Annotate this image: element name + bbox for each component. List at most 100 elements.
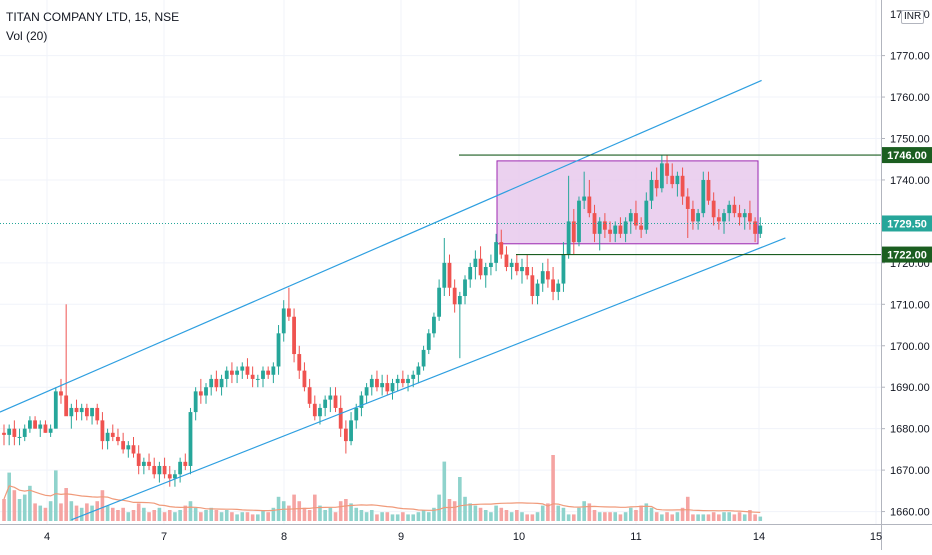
volume-indicator-label[interactable]: Vol (20)	[6, 29, 48, 43]
candle-body	[685, 196, 690, 209]
volume-bar	[385, 512, 390, 521]
volume-bar	[85, 503, 89, 521]
volume-bar	[660, 514, 664, 521]
candle-body	[12, 428, 17, 437]
volume-bar	[437, 494, 441, 521]
candle-body	[442, 262, 447, 288]
volume-bar	[509, 512, 514, 521]
candle-body	[390, 383, 395, 392]
volume-bar	[463, 496, 467, 521]
volume-bar	[597, 512, 602, 521]
candle-body	[318, 407, 322, 417]
time-axis-bg	[0, 524, 932, 550]
volume-bar	[753, 514, 757, 521]
volume-bar	[142, 507, 146, 521]
price-tick-label: 1760.00	[890, 92, 930, 104]
volume-bar	[162, 512, 167, 521]
volume-bar	[401, 512, 405, 521]
candle-body	[250, 374, 255, 379]
candle-body	[33, 420, 37, 429]
price-tick-label: 1710.00	[890, 299, 930, 311]
candle-body	[582, 196, 587, 201]
candle-body	[514, 262, 519, 272]
volume-bar	[572, 514, 576, 521]
volume-bar	[618, 514, 623, 521]
volume-bar	[691, 514, 695, 521]
volume-bar	[12, 490, 17, 521]
volume-bar	[670, 514, 675, 521]
volume-bar	[105, 505, 110, 521]
volume-bar	[639, 505, 643, 521]
volume-bar	[245, 512, 250, 521]
candle-body	[349, 420, 353, 442]
volume-bar	[364, 512, 369, 521]
volume-bar	[359, 510, 364, 521]
candle-body	[411, 374, 416, 379]
candle-body	[665, 163, 669, 176]
volume-bar	[261, 510, 265, 521]
candle-body	[53, 391, 58, 429]
volume-bar	[582, 501, 586, 521]
channel-lower-line	[71, 237, 786, 521]
volume-bar	[157, 507, 162, 521]
candle-body	[38, 424, 43, 429]
candle-body	[204, 387, 208, 396]
volume-bar	[711, 512, 716, 521]
volume-bar	[504, 510, 509, 521]
candle-body	[173, 474, 177, 479]
volume-bar	[266, 512, 270, 521]
candle-body	[2, 432, 6, 435]
volume-bar	[390, 514, 395, 521]
candle-body	[499, 242, 504, 255]
volume-bar	[665, 512, 669, 521]
volume-bar	[732, 514, 737, 521]
candle-body	[380, 383, 385, 388]
channel-upper-line	[0, 79, 762, 413]
volume-bar	[411, 514, 416, 521]
price-tick-label: 1660.00	[890, 507, 930, 519]
candle-body	[307, 387, 312, 404]
volume-bar	[167, 510, 172, 521]
volume-bar	[307, 510, 312, 521]
level-badge-1746-bg	[882, 147, 932, 164]
candle-body	[312, 403, 317, 417]
volume-bar	[737, 512, 742, 521]
candle-body	[535, 283, 540, 297]
candle-body	[654, 179, 659, 189]
volume-bar	[276, 496, 281, 521]
candle-body	[157, 465, 162, 475]
candle-body	[359, 395, 364, 408]
volume-bar	[100, 490, 105, 521]
volume-bar	[551, 455, 555, 521]
symbol-title[interactable]: TITAN COMPANY LTD, 15, NSE	[6, 10, 180, 24]
candle-body	[634, 213, 638, 226]
candle-body	[230, 370, 234, 375]
volume-bar	[344, 499, 348, 521]
price-tick-label: 1770.00	[890, 51, 930, 63]
candle-body	[551, 279, 555, 292]
volume-bar	[64, 488, 68, 521]
candle-body	[737, 213, 742, 218]
candle-body	[64, 395, 69, 417]
last-price-badge-bg	[882, 215, 932, 232]
volume-bar	[116, 510, 120, 521]
candle-body	[7, 428, 12, 435]
candle-body	[395, 378, 400, 384]
volume-bar	[90, 505, 94, 521]
candle-body	[95, 407, 100, 421]
candle-body	[240, 366, 245, 371]
candle-body	[105, 432, 110, 442]
volume-bar	[136, 503, 141, 521]
candle-body	[618, 225, 623, 234]
volume-bar	[520, 512, 524, 521]
candle-body	[483, 267, 488, 276]
candle-body	[597, 221, 602, 234]
candle-body	[188, 412, 193, 466]
volume-bar	[742, 514, 747, 521]
candle-body	[302, 370, 307, 388]
volume-bar	[483, 510, 488, 521]
volume-bar	[442, 461, 447, 521]
volume-bar	[69, 501, 74, 521]
